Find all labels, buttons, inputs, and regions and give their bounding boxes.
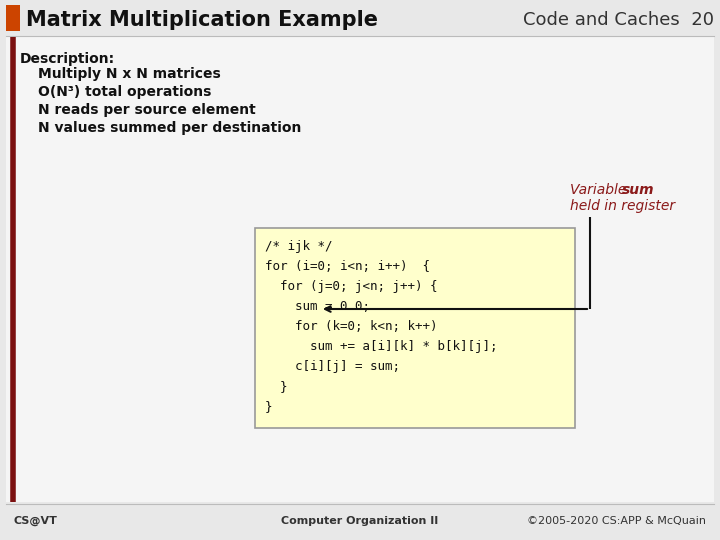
Text: Computer Organization II: Computer Organization II bbox=[282, 516, 438, 526]
Text: }: } bbox=[265, 380, 287, 393]
Bar bbox=[6, 5, 20, 31]
Text: }: } bbox=[265, 400, 272, 413]
Text: c[i][j] = sum;: c[i][j] = sum; bbox=[265, 360, 400, 373]
Text: Code and Caches  20: Code and Caches 20 bbox=[523, 11, 714, 29]
Text: held in register: held in register bbox=[570, 199, 675, 213]
Text: for (k=0; k<n; k++): for (k=0; k<n; k++) bbox=[265, 320, 438, 333]
Text: /* ijk */: /* ijk */ bbox=[265, 240, 333, 253]
Text: for (j=0; j<n; j++) {: for (j=0; j<n; j++) { bbox=[265, 280, 438, 293]
Text: ©2005-2020 CS:APP & McQuain: ©2005-2020 CS:APP & McQuain bbox=[527, 516, 706, 526]
Text: CS@VT: CS@VT bbox=[14, 516, 58, 526]
Text: Multiply N x N matrices: Multiply N x N matrices bbox=[38, 67, 221, 81]
Text: Matrix Multiplication Example: Matrix Multiplication Example bbox=[26, 10, 378, 30]
Text: Variable: Variable bbox=[570, 183, 631, 197]
Text: Description:: Description: bbox=[20, 52, 115, 66]
Text: sum = 0.0;: sum = 0.0; bbox=[265, 300, 370, 313]
Text: N values summed per destination: N values summed per destination bbox=[38, 121, 302, 135]
Text: O(N³) total operations: O(N³) total operations bbox=[38, 85, 212, 99]
Text: N reads per source element: N reads per source element bbox=[38, 103, 256, 117]
Bar bbox=[6, 37, 714, 502]
Text: for (i=0; i<n; i++)  {: for (i=0; i<n; i++) { bbox=[265, 260, 430, 273]
Text: sum += a[i][k] * b[k][j];: sum += a[i][k] * b[k][j]; bbox=[265, 340, 498, 353]
Bar bbox=[255, 228, 575, 428]
Text: sum: sum bbox=[622, 183, 654, 197]
